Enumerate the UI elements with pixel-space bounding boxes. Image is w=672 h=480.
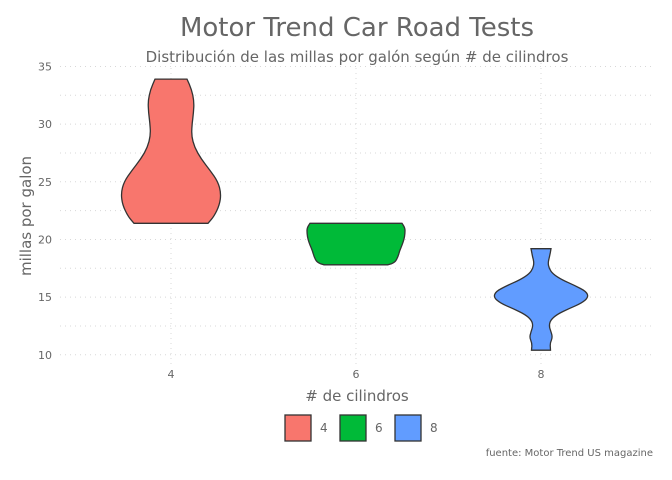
violin-cyl-4 xyxy=(120,78,222,224)
chart-caption: fuente: Motor Trend US magazine xyxy=(486,448,653,459)
legend-label-8: 8 xyxy=(430,421,438,435)
y-tick-label: 20 xyxy=(38,233,52,246)
legend-label-4: 4 xyxy=(320,421,328,435)
legend-label-6: 6 xyxy=(375,421,383,435)
x-tick-label: 8 xyxy=(538,368,545,381)
violins xyxy=(120,78,589,351)
plot-area: 10 15 20 25 30 35 4 6 8 xyxy=(38,60,654,381)
legend-swatch-4 xyxy=(284,414,312,442)
legend-swatch-6 xyxy=(339,414,367,442)
chart-subtitle: Distribución de las millas por galón seg… xyxy=(146,48,569,66)
chart-title: Motor Trend Car Road Tests xyxy=(180,13,534,43)
legend-swatch-8 xyxy=(394,414,422,442)
x-axis-ticks: 4 6 8 xyxy=(168,368,545,381)
violin-cyl-6 xyxy=(306,222,406,266)
y-axis-ticks: 10 15 20 25 30 35 xyxy=(38,60,52,361)
x-axis-title: # de cilindros xyxy=(305,387,409,405)
y-tick-label: 25 xyxy=(38,176,52,189)
y-tick-label: 15 xyxy=(38,291,52,304)
violin-cyl-8 xyxy=(493,248,589,351)
y-tick-label: 30 xyxy=(38,118,52,131)
legend: 4 6 8 xyxy=(284,414,438,442)
x-tick-label: 6 xyxy=(353,368,360,381)
x-tick-label: 4 xyxy=(168,368,175,381)
y-axis-title: millas por galon xyxy=(17,156,35,276)
y-tick-label: 10 xyxy=(38,349,52,362)
y-tick-label: 35 xyxy=(38,60,52,73)
